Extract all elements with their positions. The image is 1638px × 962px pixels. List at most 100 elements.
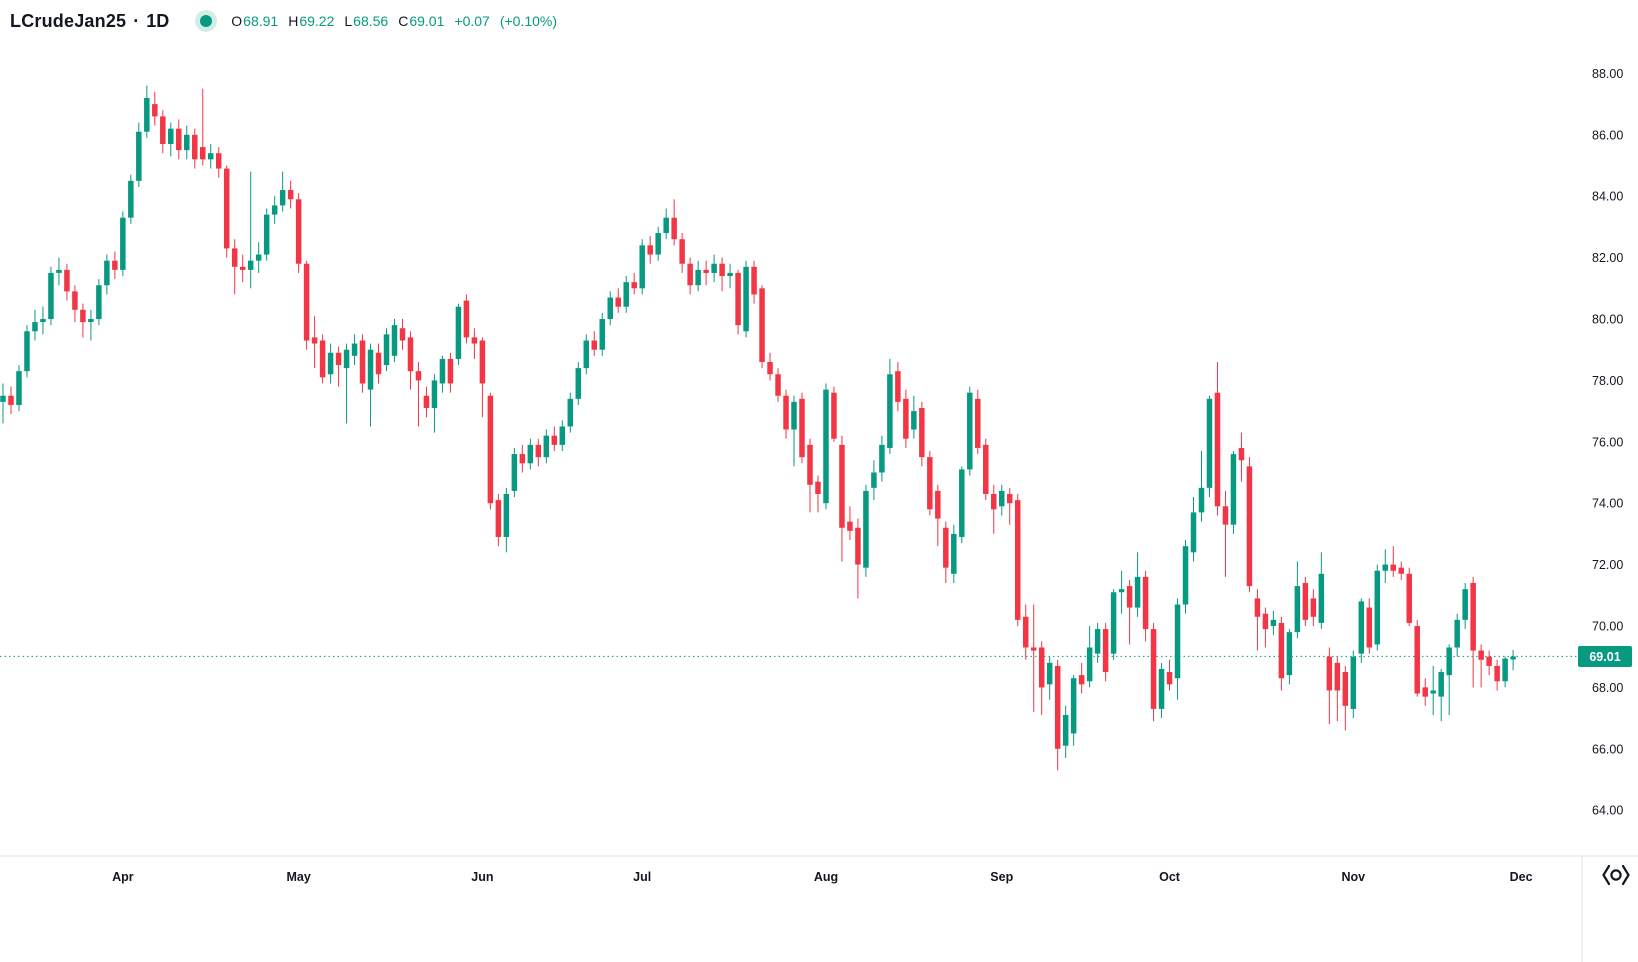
candle — [215, 147, 222, 178]
candle-body — [1126, 586, 1133, 608]
candle — [935, 484, 941, 547]
month-tick-label-sep[interactable]: Sep — [990, 870, 1013, 884]
price-tick-label[interactable]: 82.00 — [1592, 251, 1623, 265]
legend-separator: · — [133, 10, 140, 31]
price-tick-label[interactable]: 86.00 — [1592, 128, 1623, 142]
close-label: C — [398, 13, 409, 29]
candle — [407, 331, 414, 390]
candle — [1398, 561, 1404, 580]
candle — [1430, 665, 1436, 716]
candle — [279, 171, 286, 212]
market-status-icon[interactable] — [195, 10, 218, 32]
candle-body — [1294, 586, 1301, 633]
price-tick-label[interactable]: 80.00 — [1592, 313, 1623, 327]
candle-body — [527, 444, 534, 464]
candle — [1486, 650, 1492, 676]
candle-body — [303, 263, 310, 341]
candle — [1150, 622, 1157, 722]
candle-body — [479, 340, 486, 384]
price-tick-label[interactable]: 78.00 — [1592, 374, 1623, 388]
candle-body — [319, 340, 326, 378]
timeframe-label[interactable]: 1D — [146, 10, 170, 31]
open-label: O — [231, 13, 243, 29]
candle — [1190, 497, 1197, 562]
candle — [335, 346, 342, 387]
candle-body — [831, 392, 837, 439]
price-tick-label[interactable]: 74.00 — [1592, 497, 1623, 511]
candle — [1446, 644, 1452, 716]
candle-body — [471, 337, 478, 344]
chart-logo-icon[interactable] — [1601, 864, 1631, 886]
candle-body — [935, 490, 941, 519]
price-tick-label[interactable]: 70.00 — [1592, 620, 1623, 634]
candle — [1030, 604, 1037, 712]
candle — [1078, 662, 1085, 694]
candle — [487, 392, 494, 510]
candle — [255, 242, 262, 273]
candle-body — [1326, 656, 1333, 691]
symbol-legend[interactable]: LCrudeJan25 · 1D O 68.91 H 69.22 L 68.56… — [10, 8, 557, 34]
candle — [32, 309, 38, 341]
month-tick-label-nov[interactable]: Nov — [1341, 870, 1365, 884]
month-tick-label-apr[interactable]: Apr — [112, 870, 134, 884]
candle — [1254, 589, 1261, 651]
month-tick-label-oct[interactable]: Oct — [1159, 870, 1181, 884]
month-tick-label-may[interactable]: May — [286, 870, 310, 884]
candle-body — [1158, 668, 1165, 709]
candle — [200, 88, 206, 166]
last-price-badge[interactable]: 69.01 — [1578, 646, 1632, 667]
candle-body — [839, 444, 845, 528]
price-tick-label[interactable]: 72.00 — [1592, 558, 1623, 572]
month-tick-label-jun[interactable]: Jun — [471, 870, 493, 884]
candle — [655, 226, 661, 261]
candle-body — [32, 322, 38, 332]
status-dot-core — [200, 15, 213, 27]
candle — [375, 343, 382, 384]
price-tick-label[interactable]: 66.00 — [1592, 742, 1623, 756]
candle-body — [1094, 629, 1101, 654]
price-tick-label[interactable]: 84.00 — [1592, 190, 1623, 204]
price-tick-label[interactable]: 64.00 — [1592, 804, 1623, 818]
candle-body — [1446, 647, 1452, 676]
price-tick-label[interactable]: 76.00 — [1592, 435, 1623, 449]
price-tick-label[interactable]: 88.00 — [1592, 67, 1623, 81]
candle-body — [679, 239, 685, 264]
month-tick-label-jul[interactable]: Jul — [633, 870, 651, 884]
candle-body — [639, 245, 645, 289]
candle-body — [1390, 564, 1397, 571]
candle-body — [623, 282, 629, 307]
candle — [1366, 598, 1373, 654]
candle-body — [503, 493, 510, 537]
candle-body — [1118, 589, 1125, 593]
candle-body — [327, 352, 334, 375]
candle-body — [559, 426, 566, 445]
candle — [663, 208, 669, 240]
candle — [1038, 641, 1045, 716]
candle-body — [1222, 506, 1229, 525]
candle — [136, 122, 142, 187]
month-tick-label-dec[interactable]: Dec — [1510, 870, 1533, 884]
candle — [839, 435, 845, 562]
candle — [1454, 613, 1460, 657]
month-tick-label-aug[interactable]: Aug — [814, 870, 838, 884]
candle — [1006, 487, 1013, 525]
change-value: +0.07 — [454, 13, 490, 29]
candle-body — [1414, 626, 1420, 694]
candle-body — [200, 147, 206, 160]
candle — [1158, 662, 1165, 719]
candle-body — [743, 266, 749, 332]
candle — [463, 294, 470, 344]
symbol-name[interactable]: LCrudeJan25 — [10, 10, 127, 31]
price-tick-label[interactable]: 68.00 — [1592, 681, 1623, 695]
candle-body — [1366, 607, 1373, 648]
candle — [120, 211, 126, 277]
candle-body — [1246, 466, 1253, 587]
open-value: 68.91 — [243, 13, 279, 29]
candle — [1102, 622, 1109, 682]
candle — [951, 524, 957, 584]
candle — [719, 257, 725, 292]
candle-body — [1286, 632, 1293, 676]
candle-body — [120, 217, 126, 270]
